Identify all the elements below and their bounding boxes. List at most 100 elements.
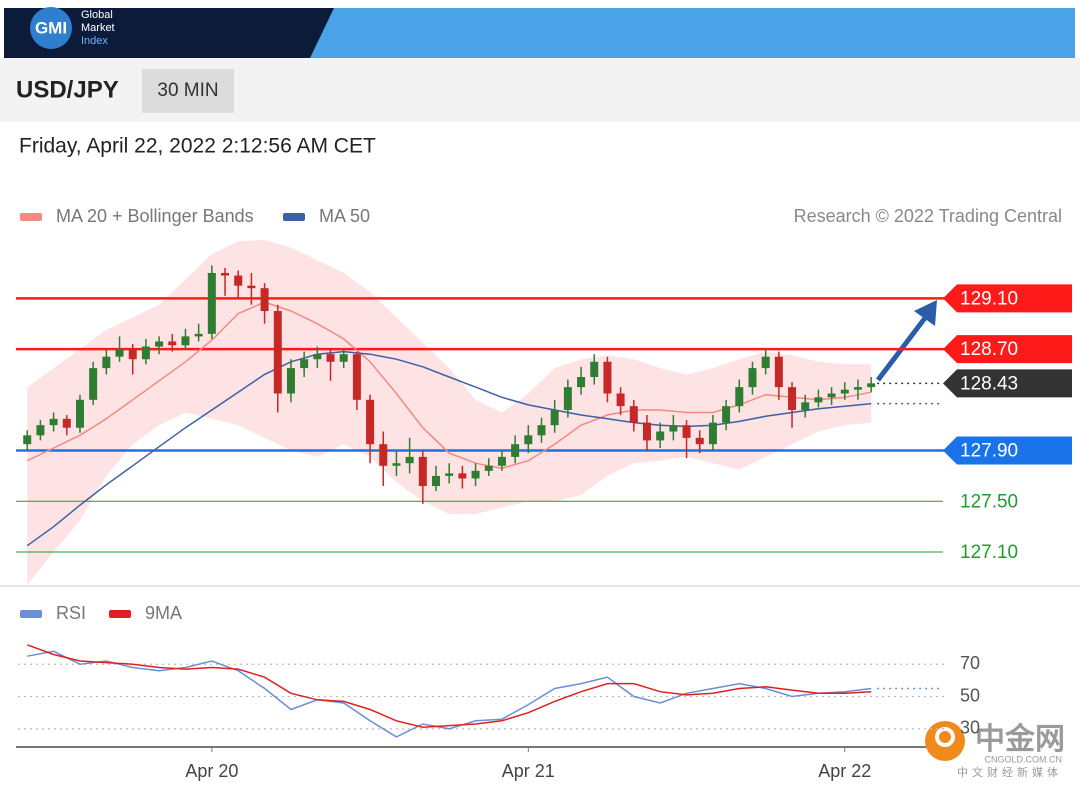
candle-body — [550, 409, 559, 426]
legend-swatch — [20, 213, 42, 221]
x-tick-label: Apr 22 — [818, 761, 871, 781]
candle-body — [300, 359, 309, 369]
candle-body — [23, 435, 32, 445]
candle-body — [642, 422, 651, 441]
candle-body — [708, 422, 717, 445]
candle-body — [286, 368, 295, 394]
brand-name: Global — [81, 9, 113, 21]
watermark-name: 中金网 — [975, 722, 1065, 756]
legend-swatch — [109, 610, 131, 618]
candle-body — [418, 456, 427, 487]
candle-body — [656, 431, 665, 441]
watermark-logo — [935, 727, 955, 747]
candle-body — [801, 402, 810, 410]
logo: GMI — [35, 18, 67, 37]
legend-label: RSI — [56, 603, 86, 623]
candle-body — [827, 393, 836, 398]
candle-body — [814, 397, 823, 403]
candle-body — [221, 272, 230, 276]
candle-body — [102, 356, 111, 369]
candle-body — [603, 361, 612, 394]
level-label: 127.90 — [960, 441, 1018, 462]
candle-body — [181, 336, 190, 346]
candle-body — [590, 361, 599, 377]
ma-line — [26, 301, 872, 470]
candle-body — [471, 470, 480, 479]
brand-name: Index — [81, 35, 108, 47]
candle-body — [616, 393, 625, 407]
candle-body — [458, 473, 467, 479]
y-tick-label: 70 — [960, 653, 980, 673]
interval-button[interactable] — [142, 69, 234, 113]
candle-body — [339, 354, 348, 362]
candle-body — [867, 383, 876, 388]
candle-body — [511, 444, 520, 457]
bollinger-band — [27, 240, 872, 585]
candle-body — [840, 389, 849, 394]
legend-label: MA 50 — [319, 206, 370, 226]
candle-body — [788, 387, 797, 410]
candle-body — [484, 465, 493, 471]
legend-swatch — [283, 213, 305, 221]
candle-body — [260, 288, 269, 312]
candle-body — [379, 444, 388, 466]
candle-body — [432, 475, 441, 487]
candle-body — [405, 456, 414, 464]
level-label: 128.43 — [960, 373, 1018, 394]
interval[interactable]: 30 MIN — [157, 80, 218, 101]
y-tick-label: 30 — [960, 718, 980, 738]
watermark-logo — [925, 721, 965, 761]
candle-body — [313, 354, 322, 360]
ma-line — [26, 350, 872, 547]
candle-body — [168, 341, 177, 346]
candle-body — [682, 425, 691, 438]
candle-body — [155, 341, 164, 347]
logo-badge — [30, 7, 72, 49]
x-tick-label: Apr 20 — [185, 761, 238, 781]
legend-label: MA 20 + Bollinger Bands — [56, 206, 254, 226]
candle-body — [366, 399, 375, 445]
candle-body — [695, 437, 704, 445]
candle-body — [445, 473, 454, 476]
candle-body — [62, 418, 71, 428]
candle-body — [36, 425, 45, 436]
candle-body — [774, 356, 783, 388]
candle-body — [853, 387, 862, 390]
level-label: 127.10 — [960, 542, 1018, 563]
candle-body — [89, 368, 98, 400]
candle-body — [761, 356, 770, 369]
candle-body — [75, 399, 84, 428]
legend-label: 9MA — [145, 603, 182, 623]
level-label-box — [943, 335, 1072, 364]
x-tick-label: Apr 21 — [502, 761, 555, 781]
candle-body — [497, 456, 506, 466]
candle-body — [273, 311, 282, 394]
candle-body — [537, 425, 546, 436]
brand-bar — [4, 8, 334, 58]
timestamp: Friday, April 22, 2022 2:12:56 AM CET — [19, 135, 376, 158]
candle-body — [128, 349, 137, 360]
indicator-line — [27, 650, 872, 738]
candle-body — [669, 425, 678, 432]
candle-body — [207, 272, 216, 334]
candle-body — [629, 406, 638, 423]
level-label: 127.50 — [960, 491, 1018, 512]
candle-body — [735, 387, 744, 407]
watermark-tagline: 中文财经新媒体 — [957, 765, 1062, 779]
level-label: 129.10 — [960, 288, 1018, 309]
brand-name: Market — [81, 22, 115, 34]
candle-body — [577, 376, 586, 388]
candle-body — [392, 463, 401, 466]
source: Research © 2022 Trading Central — [794, 206, 1062, 226]
candle-body — [234, 275, 243, 286]
level-label-box — [943, 284, 1072, 313]
indicator-line — [26, 644, 872, 728]
level-label: 128.70 — [960, 339, 1018, 360]
candle-body — [722, 406, 731, 423]
candle-body — [748, 368, 757, 388]
legend-swatch — [20, 610, 42, 618]
candle-body — [563, 387, 572, 410]
level-label-box — [943, 369, 1072, 398]
forecast-arrowhead — [914, 300, 937, 326]
